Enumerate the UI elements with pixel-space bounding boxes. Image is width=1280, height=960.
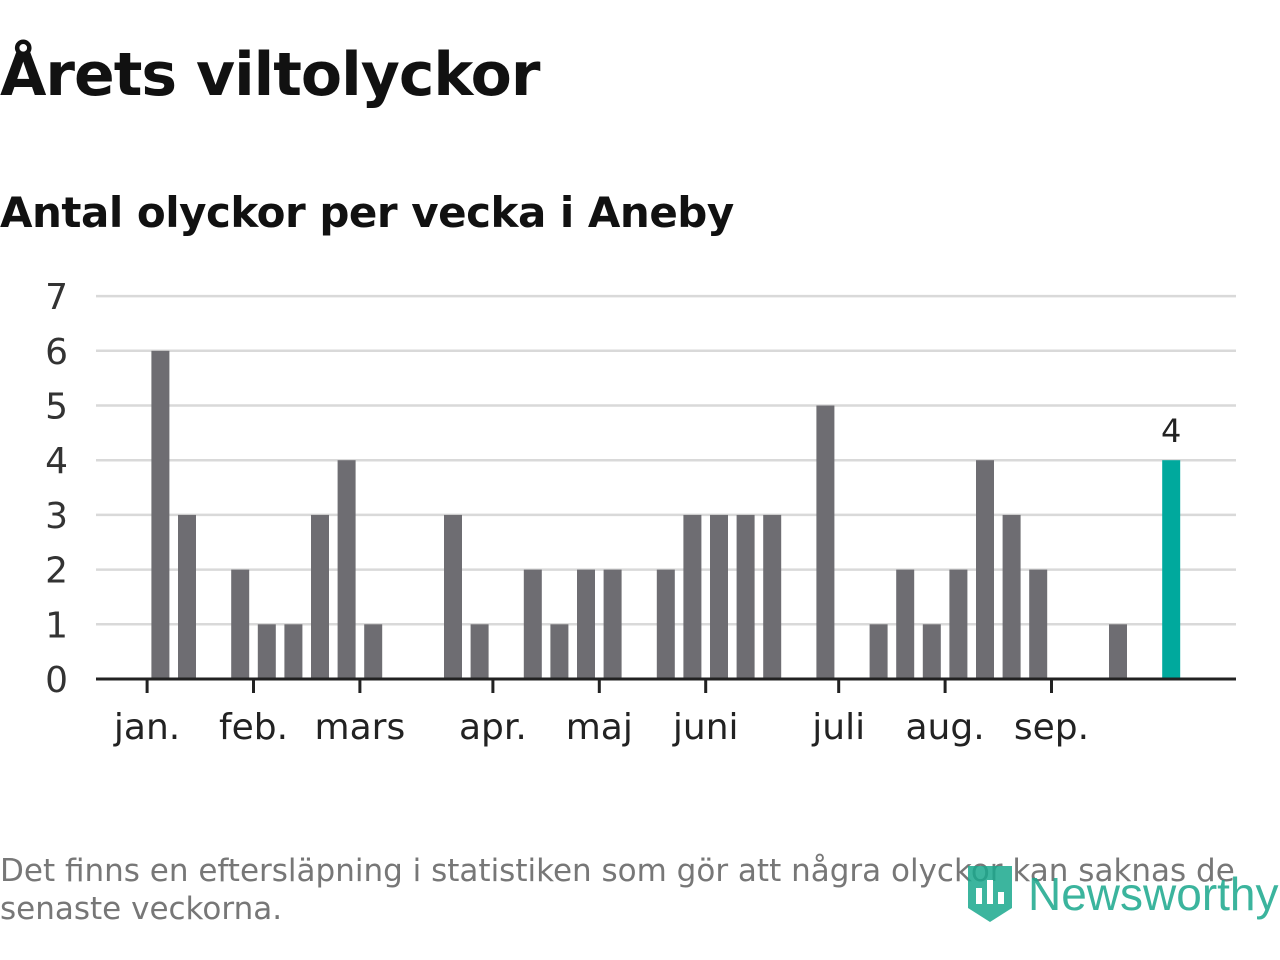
y-tick-label: 0 — [45, 660, 68, 701]
gridlines — [96, 294, 1236, 626]
data-labels: 4 — [1161, 412, 1181, 450]
x-tick-label: apr. — [459, 707, 527, 748]
x-tick-label: juni — [672, 707, 739, 748]
y-tick-label: 4 — [45, 441, 68, 482]
x-tick-label: jan. — [113, 707, 180, 748]
bar — [523, 569, 542, 679]
bar — [550, 624, 569, 679]
y-tick-label: 5 — [45, 387, 68, 428]
y-tick-label: 6 — [45, 332, 68, 373]
bar — [922, 624, 941, 679]
bar — [869, 624, 888, 679]
bar — [976, 460, 994, 679]
bar — [178, 514, 196, 679]
bar — [470, 624, 489, 679]
bar — [896, 569, 915, 679]
x-tick-label: juli — [811, 707, 865, 748]
bar — [577, 569, 595, 679]
bar — [257, 624, 276, 679]
x-tick-label: feb. — [219, 707, 288, 748]
chart-subtitle: Antal olyckor per vecka i Aneby — [0, 188, 734, 237]
newsworthy-logo-icon — [968, 866, 1012, 922]
y-axis-ticks: 0 1 2 3 4 5 6 7 — [45, 277, 68, 701]
bar — [444, 514, 462, 679]
x-tick-label: mars — [315, 707, 406, 748]
bar — [683, 514, 702, 679]
bar — [949, 569, 968, 679]
y-tick-label: 1 — [45, 605, 68, 646]
bar — [816, 405, 835, 679]
x-tick-label: aug. — [906, 707, 985, 748]
bars — [151, 350, 1181, 679]
bar — [231, 569, 250, 679]
bar — [710, 514, 728, 679]
footnote: Det finns en eftersläpning i statistiken… — [0, 853, 1235, 927]
bar-chart: 0 1 2 3 4 5 6 7 jan. feb. mars apr. maj juni juli aug.… — [45, 277, 1236, 748]
x-axis: jan. feb. mars apr. maj juni juli aug. sep. — [96, 677, 1236, 748]
chart-title: Årets viltolyckor — [0, 40, 540, 110]
bar — [603, 569, 622, 679]
y-tick-label: 3 — [45, 496, 68, 537]
x-tick-label: sep. — [1014, 707, 1089, 748]
x-tick-label: maj — [566, 707, 633, 748]
y-tick-label: 2 — [45, 551, 68, 592]
highlight-value-label: 4 — [1161, 412, 1181, 450]
y-tick-label: 7 — [45, 277, 68, 318]
bar — [311, 514, 329, 679]
bar — [151, 350, 170, 679]
bar — [337, 460, 356, 679]
highlighted-bar — [1162, 460, 1181, 679]
bar — [1109, 624, 1127, 679]
logo-text: Newsworthy — [1028, 868, 1279, 920]
bar — [1002, 514, 1021, 679]
bar — [736, 514, 755, 679]
bar — [284, 624, 303, 679]
newsworthy-logo: Newsworthy — [964, 862, 1279, 926]
bar — [1029, 569, 1048, 679]
bar — [656, 569, 675, 679]
bar — [364, 624, 383, 679]
bar — [763, 514, 782, 679]
